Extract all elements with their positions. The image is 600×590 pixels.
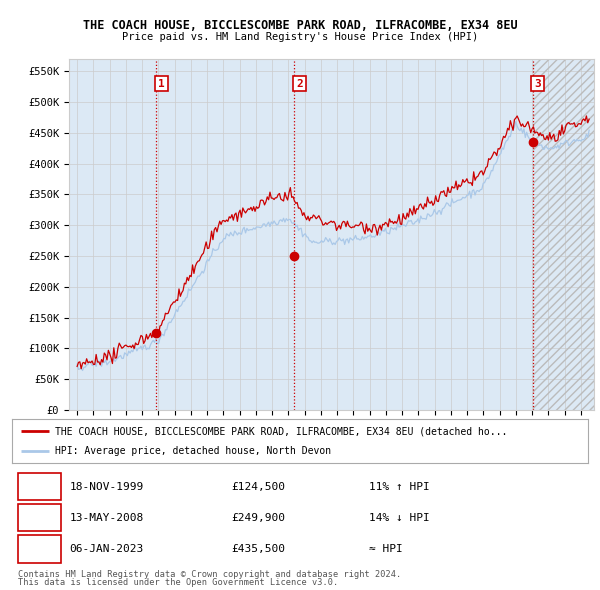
Text: 14% ↓ HPI: 14% ↓ HPI (369, 513, 430, 523)
Text: 06-JAN-2023: 06-JAN-2023 (70, 544, 144, 554)
Text: 3: 3 (36, 544, 43, 554)
Text: 2: 2 (36, 513, 43, 523)
Text: Contains HM Land Registry data © Crown copyright and database right 2024.: Contains HM Land Registry data © Crown c… (18, 570, 401, 579)
Text: This data is licensed under the Open Government Licence v3.0.: This data is licensed under the Open Gov… (18, 578, 338, 588)
Text: 3: 3 (534, 78, 541, 88)
Text: 18-NOV-1999: 18-NOV-1999 (70, 481, 144, 491)
Text: £249,900: £249,900 (231, 513, 285, 523)
Bar (533, 59, 594, 410)
Text: ≈ HPI: ≈ HPI (369, 544, 403, 554)
FancyBboxPatch shape (18, 535, 61, 562)
FancyBboxPatch shape (18, 473, 61, 500)
Text: THE COACH HOUSE, BICCLESCOMBE PARK ROAD, ILFRACOMBE, EX34 8EU: THE COACH HOUSE, BICCLESCOMBE PARK ROAD,… (83, 19, 517, 32)
Text: 13-MAY-2008: 13-MAY-2008 (70, 513, 144, 523)
Text: 1: 1 (36, 481, 43, 491)
Text: THE COACH HOUSE, BICCLESCOMBE PARK ROAD, ILFRACOMBE, EX34 8EU (detached ho...: THE COACH HOUSE, BICCLESCOMBE PARK ROAD,… (55, 427, 508, 436)
FancyBboxPatch shape (18, 504, 61, 532)
Text: Price paid vs. HM Land Registry's House Price Index (HPI): Price paid vs. HM Land Registry's House … (122, 32, 478, 41)
Text: HPI: Average price, detached house, North Devon: HPI: Average price, detached house, Nort… (55, 446, 331, 455)
Text: 1: 1 (158, 78, 165, 88)
Text: 11% ↑ HPI: 11% ↑ HPI (369, 481, 430, 491)
Text: £435,500: £435,500 (231, 544, 285, 554)
Text: £124,500: £124,500 (231, 481, 285, 491)
Text: 2: 2 (296, 78, 303, 88)
